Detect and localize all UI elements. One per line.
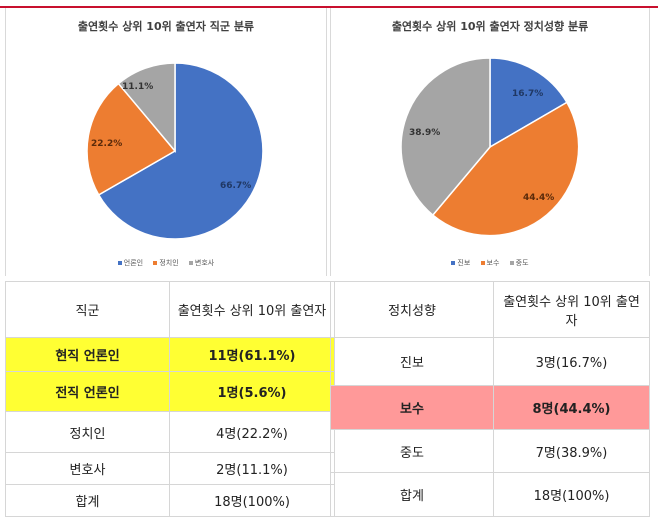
- label-moderate: 38.9%: [409, 128, 440, 138]
- slice-progressive: [489, 57, 568, 149]
- legend-item: 중도: [509, 259, 529, 267]
- table-header: 정치성향 출연횟수 상위 10위 출연자: [330, 281, 650, 338]
- pie-occupation: 66.7% 22.2% 11.1%: [86, 62, 264, 240]
- chart-ideology: 출연횟수 상위 10위 출연자 정치성향 분류 16.7% 44.4% 38.9…: [330, 8, 650, 276]
- table-row: 변호사 2명(11.1%): [5, 452, 335, 485]
- slice-conservative: [431, 101, 580, 237]
- chart-occupation: 출연횟수 상위 10위 출연자 직군 분류 66.7% 22.2% 11.1% …: [5, 8, 327, 276]
- table-row: 중도 7명(38.9%): [330, 429, 650, 473]
- table-row: 진보 3명(16.7%): [330, 337, 650, 386]
- legend-item: 언론인: [117, 259, 143, 267]
- table-row: 합계 18명(100%): [330, 472, 650, 517]
- label-progressive: 16.7%: [512, 89, 543, 99]
- table-row: 전직 언론인 1명(5.6%): [5, 371, 335, 412]
- label-conservative: 44.4%: [523, 193, 554, 203]
- pie-ideology: 16.7% 44.4% 38.9%: [400, 57, 580, 237]
- chart-title: 출연횟수 상위 10위 출연자 정치성향 분류: [391, 20, 589, 33]
- top-red-rule: [0, 6, 658, 8]
- legend-item: 정치인: [153, 259, 179, 267]
- label-journalist: 66.7%: [220, 181, 251, 191]
- label-lawyer: 11.1%: [122, 82, 153, 92]
- table-row: 보수 8명(44.4%): [330, 385, 650, 430]
- table-row: 합계 18명(100%): [5, 484, 335, 517]
- legend: 진보 보수 중도: [331, 258, 649, 268]
- label-politician: 22.2%: [91, 139, 122, 149]
- slice-politician: [86, 82, 177, 196]
- occupation-table: 직군 출연횟수 상위 10위 출연자 현직 언론인 11명(61.1%) 전직 언…: [5, 281, 335, 517]
- legend: 언론인 정치인 변호사: [6, 258, 326, 268]
- legend-item: 보수: [480, 259, 499, 267]
- table-header: 직군 출연횟수 상위 10위 출연자: [5, 281, 335, 338]
- table-row: 현직 언론인 11명(61.1%): [5, 337, 335, 372]
- table-row: 정치인 4명(22.2%): [5, 411, 335, 453]
- legend-item: 변호사: [188, 259, 214, 267]
- ideology-table: 정치성향 출연횟수 상위 10위 출연자 진보 3명(16.7%) 보수 8명(44…: [330, 281, 650, 517]
- chart-title: 출연횟수 상위 10위 출연자 직군 분류: [77, 20, 255, 33]
- legend-item: 진보: [451, 259, 470, 267]
- slice-moderate: [400, 57, 491, 217]
- slice-lawyer: [117, 62, 176, 154]
- slice-journalist: [97, 62, 264, 240]
